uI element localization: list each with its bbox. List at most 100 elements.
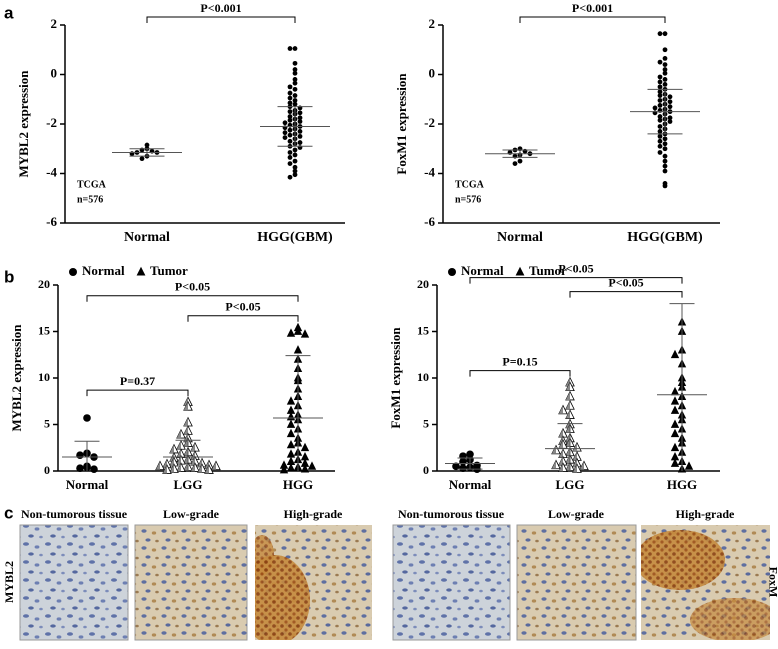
- dot: [292, 93, 298, 98]
- panel-c-images: [19, 524, 770, 641]
- x-tick-label: Normal: [124, 230, 170, 245]
- x-tick-label: HGG(GBM): [627, 230, 703, 245]
- half-triangle-marker: [190, 441, 200, 452]
- triangle-half: [169, 464, 174, 473]
- significance-bracket: [469, 277, 683, 284]
- x-tick-label: Normal: [449, 477, 492, 492]
- dot: [297, 110, 303, 116]
- dot: [287, 132, 293, 138]
- y-axis-label: MYBL2 expression: [9, 324, 24, 432]
- dot: [292, 168, 298, 174]
- triangle-half: [565, 391, 570, 400]
- row-label: MYBL2: [2, 561, 16, 603]
- dot: [292, 67, 298, 72]
- y-tick-label: 15: [38, 323, 50, 337]
- error-bar: [545, 423, 595, 471]
- dot: [657, 98, 663, 103]
- triangle-half: [565, 424, 570, 433]
- dot: [287, 46, 293, 51]
- chart: 0 5 10 15 20 MYBL2 expression Normal LGG HGG P=0.…: [9, 263, 335, 492]
- p-value-label: P<0.05: [608, 275, 643, 289]
- dot: [452, 462, 460, 471]
- dot: [657, 84, 663, 90]
- triangle-half: [183, 417, 188, 426]
- dot: [282, 130, 288, 136]
- dot: [297, 115, 303, 121]
- half-triangle-marker: [211, 460, 221, 471]
- column-label: High-grade: [676, 507, 735, 521]
- error-bar: [112, 148, 182, 157]
- dot: [657, 138, 663, 144]
- p-value-label: P=0.37: [120, 374, 155, 388]
- triangle-marker: [670, 349, 680, 359]
- dot: [459, 457, 467, 466]
- y-tick-label: 15: [417, 323, 429, 337]
- dot: [297, 140, 303, 145]
- error-bar: [445, 457, 495, 470]
- triangle-half: [565, 447, 570, 456]
- dot: [292, 172, 298, 178]
- column-label: Non-tumorous tissue: [398, 507, 505, 521]
- y-tick-label: 20: [417, 277, 429, 291]
- error-bar: [657, 303, 707, 471]
- dot: [662, 153, 668, 159]
- half-triangle-marker: [155, 460, 165, 471]
- y-tick-label: -6: [424, 214, 435, 229]
- dot: [76, 464, 84, 473]
- error-bar: [273, 355, 323, 471]
- dot: [297, 133, 303, 139]
- y-axis-label: FoxM1 expression: [388, 327, 403, 429]
- error-bar: [630, 88, 700, 135]
- triangle-marker: [286, 419, 296, 428]
- panel-label: c: [4, 503, 13, 522]
- triangle-marker: [136, 266, 146, 276]
- dot: [282, 135, 288, 141]
- triangle-half: [183, 462, 188, 471]
- triangle-half: [162, 465, 167, 474]
- note: n=576: [77, 194, 103, 205]
- chart: -6 -4 -2 0 2 FoxM1 expression Normal HGG(GBM) P<…: [394, 1, 720, 245]
- triangle-half: [162, 459, 167, 468]
- dot: [657, 133, 663, 139]
- triangle-marker: [670, 386, 680, 396]
- triangle-marker: [286, 456, 296, 466]
- dot: [292, 77, 298, 82]
- dot: [287, 174, 293, 180]
- triangle-marker: [286, 328, 296, 337]
- x-tick-label: Normal: [66, 477, 109, 492]
- dot: [139, 156, 145, 162]
- half-triangle-marker: [551, 444, 561, 455]
- triangle-half: [565, 438, 570, 447]
- ihc-image: [641, 525, 770, 640]
- p-value-label: P<0.001: [200, 1, 241, 15]
- dot: [657, 59, 663, 65]
- triangle-marker: [286, 449, 296, 458]
- dot: [662, 82, 668, 87]
- y-tick-label: -6: [46, 214, 57, 229]
- triangle-half: [551, 445, 556, 454]
- half-triangle-marker: [572, 441, 582, 452]
- triangle-marker: [286, 405, 296, 414]
- dot: [292, 158, 298, 164]
- dot: [657, 79, 663, 85]
- y-axis-label: FoxM1 expression: [394, 73, 409, 175]
- triangle-half: [579, 461, 584, 470]
- legend-label: Normal: [82, 263, 125, 278]
- dot: [287, 138, 293, 144]
- dot: [287, 84, 293, 90]
- y-tick-label: 0: [51, 65, 58, 80]
- dot: [662, 62, 668, 67]
- p-value-label: P<0.05: [175, 280, 210, 294]
- half-triangle-marker: [176, 462, 186, 472]
- triangle-half: [558, 449, 563, 458]
- y-tick-label: 20: [38, 277, 50, 291]
- ihc-image: [134, 524, 248, 641]
- significance-bracket: [146, 16, 296, 23]
- triangle-marker: [670, 428, 680, 438]
- triangle-marker: [670, 442, 680, 452]
- dot: [657, 93, 663, 98]
- half-triangle-marker: [565, 381, 575, 392]
- dot: [144, 142, 150, 148]
- y-tick-label: -2: [424, 115, 435, 130]
